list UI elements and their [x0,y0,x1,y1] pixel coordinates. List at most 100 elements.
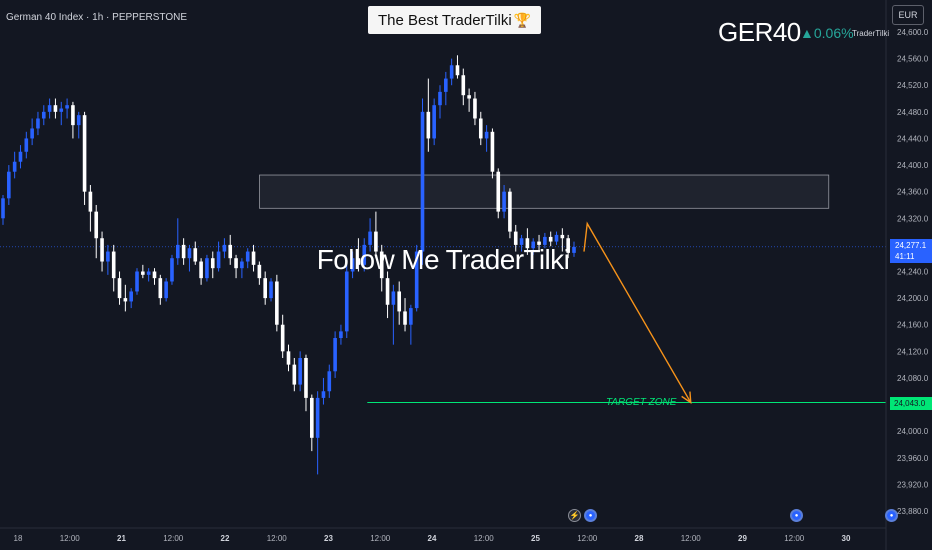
candle [461,68,466,106]
candle [304,354,308,412]
candle [100,231,104,272]
y-tick-label: 24,200.0 [897,294,929,303]
candle [444,71,448,106]
candle [175,218,180,265]
watermark-text: Follow Me TraderTilki [316,244,570,275]
candle [339,324,343,345]
candle [315,391,320,475]
projection-arrow-head [681,391,692,404]
candle [269,278,273,302]
y-tick-label: 23,920.0 [897,480,929,489]
candle [478,111,483,146]
candle [560,228,565,252]
candle [438,85,442,119]
candle [135,268,139,295]
y-tick-label: 24,480.0 [897,108,929,117]
candle [65,98,69,119]
x-tick-label: 12:00 [474,534,495,543]
y-tick-label: 24,080.0 [897,374,929,383]
candle [327,364,332,398]
candle [519,234,524,252]
ticker-brand: TraderTilki [852,29,890,38]
candle [350,251,355,279]
flag-icon[interactable]: ● [584,509,597,522]
candle [76,111,81,139]
y-tick-label: 24,120.0 [897,347,929,356]
candle [508,188,512,239]
candle [36,111,40,136]
y-tick-label: 23,880.0 [897,507,929,516]
x-tick-label: 12:00 [60,534,81,543]
candle [490,128,495,179]
candle [1,194,5,225]
y-tick-label: 24,400.0 [897,161,929,170]
candle [292,357,297,392]
y-tick-label: 24,520.0 [897,81,929,90]
candle [199,258,203,285]
candle [356,238,361,272]
candle [216,241,221,272]
candle [566,234,570,259]
candle [385,271,390,319]
candle [484,125,489,152]
candle [59,101,64,126]
candle [170,254,174,285]
candle [257,261,262,285]
candle [222,238,227,259]
candle [129,288,133,309]
candle [473,91,477,126]
target-zone-label: TARGET ZONE [606,397,677,408]
candle [502,185,506,219]
candle [12,151,17,179]
candle [537,234,541,252]
symbol-info: German 40 Index · 1h · PEPPERSTONE [6,12,188,23]
y-tick-label: 24,560.0 [897,55,929,64]
candle [280,314,285,358]
resistance-zone [259,174,830,209]
x-tick-label: 28 [635,534,644,543]
candle [71,101,75,139]
flash-icon[interactable]: ⚡ [568,509,581,522]
candle [543,232,547,249]
y-tick-label: 24,000.0 [897,427,929,436]
x-tick-label: 30 [842,534,851,543]
candle [117,271,122,305]
candle [88,185,93,232]
candle [554,231,559,245]
x-tick-label: 29 [738,534,747,543]
x-tick-label: 18 [14,534,23,543]
y-tick-label: 24,160.0 [897,321,929,330]
x-tick-label: 12:00 [681,534,702,543]
x-tick-label: 22 [221,534,230,543]
title-banner-text: The Best TraderTilki [378,11,512,29]
y-tick-label: 24,240.0 [897,268,929,277]
flag-icon[interactable]: ● [885,509,898,522]
bar-countdown: 41:11 [895,252,915,261]
ticker-change: ▲0.06% [800,25,854,41]
candle [18,145,23,169]
candle [30,118,34,146]
x-tick-label: 12:00 [163,534,184,543]
candle [496,168,501,219]
projection-arrow [583,221,692,403]
candle [7,165,11,205]
candle [123,284,128,312]
candle [181,238,186,265]
candle [146,268,151,282]
candle [286,344,291,372]
candle [24,131,29,159]
x-tick-label: 25 [531,534,540,543]
candle [111,244,116,292]
candle [391,284,396,345]
candle [152,268,157,285]
candle [548,231,553,247]
candle [193,241,198,265]
currency-button[interactable]: EUR [892,5,924,25]
candle [525,228,530,255]
flag-icon[interactable]: ● [790,509,803,522]
current-price-badge: 24,277.1 41:11 [890,239,932,263]
y-tick-label: 24,320.0 [897,214,929,223]
candle [82,111,87,205]
candle [362,238,367,272]
